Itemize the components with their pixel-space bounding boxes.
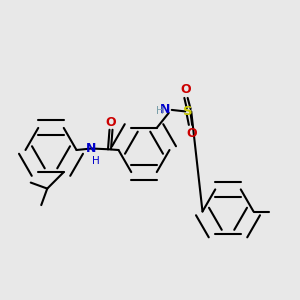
Text: N: N [86,142,97,155]
Text: S: S [183,105,193,118]
Text: O: O [186,127,196,140]
Text: O: O [180,83,190,96]
Text: O: O [106,116,116,129]
Text: N: N [160,103,170,116]
Text: H: H [92,155,100,166]
Text: H: H [157,106,164,116]
